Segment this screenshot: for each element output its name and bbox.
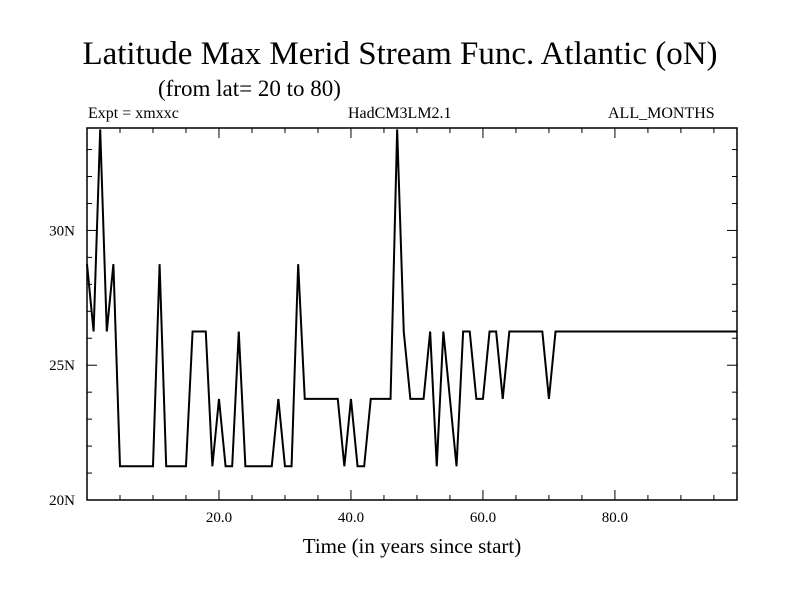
chart-title: Latitude Max Merid Stream Func. Atlantic…	[82, 36, 718, 72]
model-label: HadCM3LM2.1	[348, 105, 452, 122]
chart-subtitle: (from lat= 20 to 80)	[158, 76, 341, 101]
x-tick-label: 80.0	[602, 510, 628, 526]
axis-ticks	[87, 128, 737, 500]
y-tick-label: 25N	[49, 358, 75, 374]
y-tick-label: 20N	[49, 493, 75, 509]
axis-tick-labels: 20.0 40.0 60.0 80.0 20N 25N 30N	[49, 223, 628, 526]
x-tick-label: 20.0	[206, 510, 232, 526]
experiment-label: Expt = xmxxc	[88, 105, 179, 122]
y-tick-label: 30N	[49, 223, 75, 239]
x-axis-label: Time (in years since start)	[303, 534, 522, 558]
series-line	[86, 129, 737, 468]
x-tick-label: 60.0	[470, 510, 496, 526]
plot-frame	[86, 127, 738, 501]
x-tick-label: 40.0	[338, 510, 364, 526]
months-label: ALL_MONTHS	[608, 105, 715, 122]
